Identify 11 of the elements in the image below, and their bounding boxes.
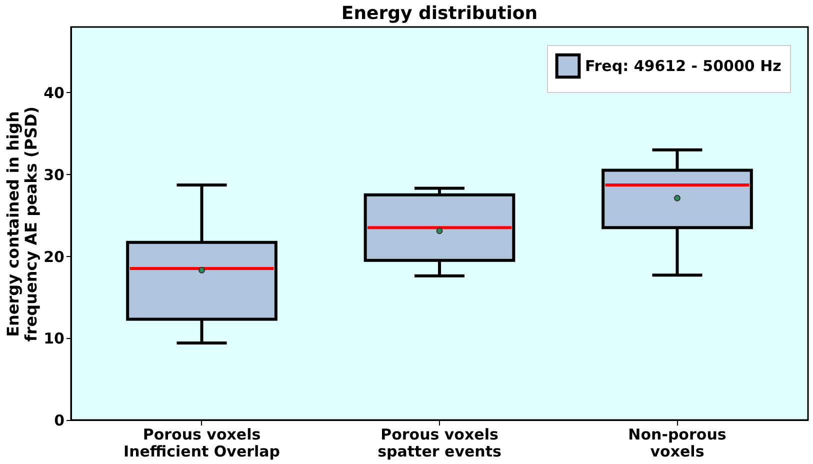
x-tick-label: Porous voxels spatter events [378, 426, 502, 460]
y-tick-label: 30 [44, 166, 64, 184]
chart-title: Energy distribution [341, 3, 538, 24]
legend-label: Freq: 49612 - 50000 Hz [585, 57, 782, 75]
x-tick-label: Non-porous voxels [628, 426, 726, 460]
y-tick-label: 40 [44, 84, 64, 102]
y-tick-label: 20 [44, 248, 64, 266]
x-tick-label: Porous voxels Inefficient Overlap [123, 426, 280, 460]
y-tick-label: 10 [44, 330, 64, 348]
y-tick-label: 0 [54, 412, 64, 430]
y-axis-title: Energy contained in high frequency AE peaks (PSD) [4, 106, 41, 342]
